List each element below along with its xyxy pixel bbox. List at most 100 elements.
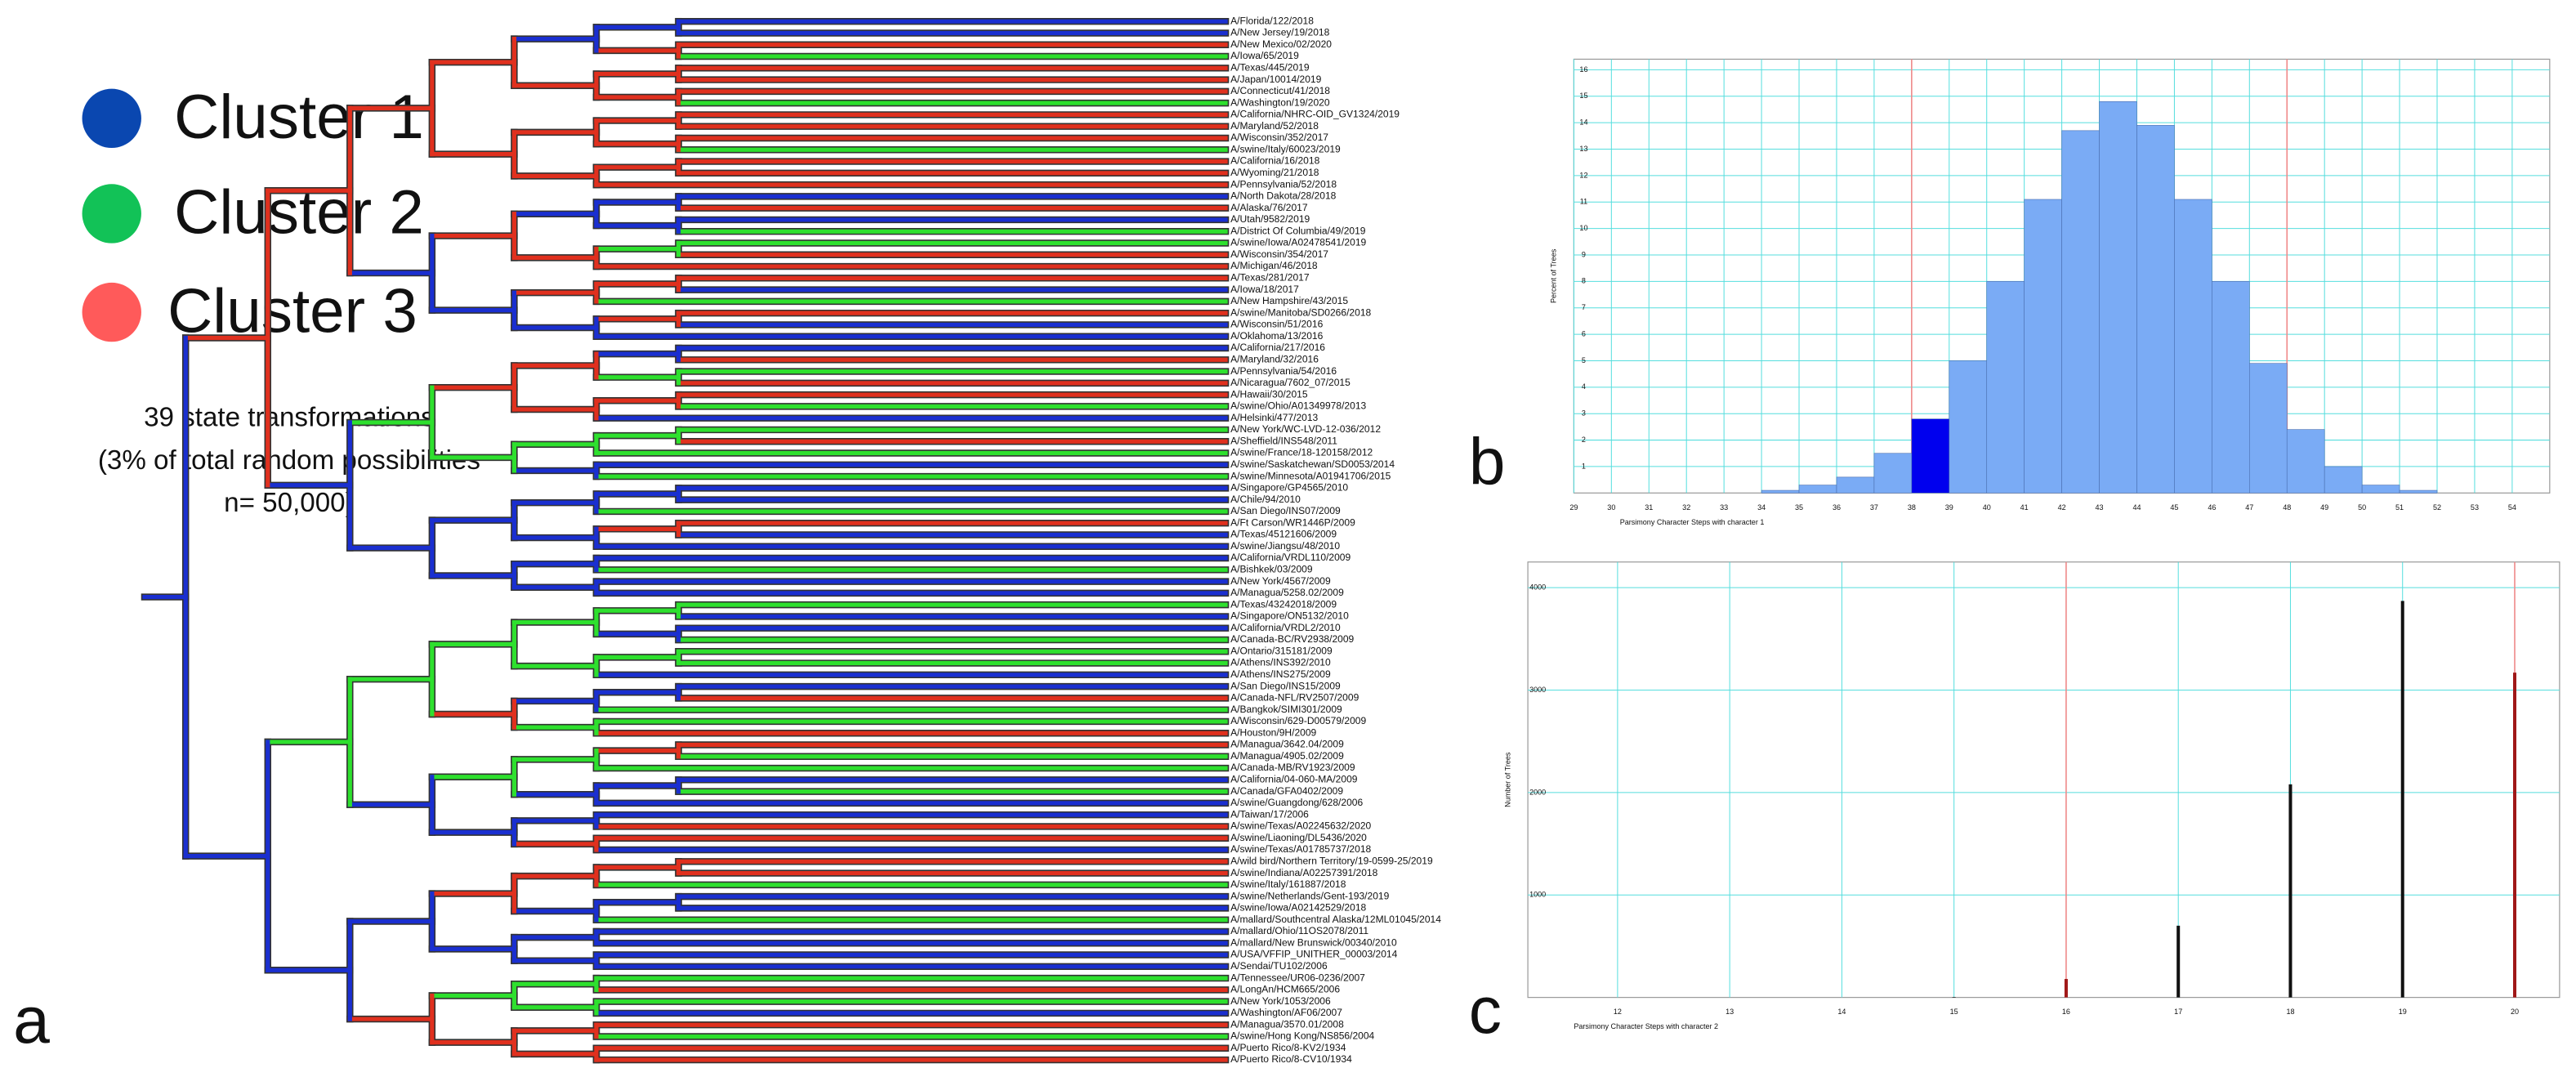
leaf-label: A/Canada-BC/RV2938/2009: [1230, 633, 1354, 645]
leaf-label: A/Ft Carson/WR1446P/2009: [1230, 516, 1355, 528]
leaf-label: A/Managua/3570.01/2008: [1230, 1018, 1344, 1030]
x-tick-label: 41: [2020, 503, 2029, 512]
leaf-label: A/San Diego/INS07/2009: [1230, 505, 1341, 516]
histogram-bar: [2361, 485, 2400, 494]
leaf-label: A/New Mexico/02/2020: [1230, 38, 1332, 50]
y-tick-label: 10: [1579, 224, 1587, 232]
y-tick-label: 4000: [1529, 583, 1546, 591]
leaf-label: A/Bishkek/03/2009: [1230, 563, 1313, 574]
leaf-label: A/Canada-MB/RV1923/2009: [1230, 762, 1355, 773]
leaf-label: A/USA/VFFIP_UNITHER_00003/2014: [1230, 949, 1398, 960]
leaf-label: A/Managua/3642.04/2009: [1230, 739, 1344, 750]
x-tick-label: 19: [2399, 1008, 2407, 1016]
leaf-label: A/Managua/5258.02/2009: [1230, 587, 1344, 598]
leaf-label: A/swine/Jiangsu/48/2010: [1230, 540, 1340, 552]
leaf-label: A/swine/Liaoning/DL5436/2020: [1230, 832, 1367, 843]
x-tick-label: 29: [1569, 503, 1578, 512]
leaf-label: A/New York/4567/2009: [1230, 575, 1331, 587]
leaf-label: A/Texas/445/2019: [1230, 61, 1310, 73]
leaf-label: A/swine/Minnesota/A01941706/2015: [1230, 470, 1391, 481]
leaf-label: A/swine/Netherlands/Gent-193/2019: [1230, 890, 1390, 901]
y-tick-label: 5: [1582, 356, 1586, 364]
x-tick-label: 37: [1870, 503, 1878, 512]
leaf-label: A/San Diego/INS15/2009: [1230, 680, 1341, 691]
leaf-label: A/mallard/Southcentral Alaska/12ML01045/…: [1230, 914, 1441, 925]
histogram-bar: [2286, 429, 2325, 494]
histogram-bar: [1949, 360, 1988, 494]
leaf-label: A/swine/Indiana/A02257391/2018: [1230, 867, 1377, 878]
leaf-label: A/wild bird/Northern Territory/19-0599-2…: [1230, 855, 1433, 866]
caption-line: (3% of total random possibilities: [98, 445, 480, 476]
x-tick-label: 20: [2511, 1008, 2519, 1016]
bar: [2512, 673, 2516, 998]
leaf-label: A/Texas/281/2017: [1230, 272, 1310, 284]
leaf-label: A/Pennsylvania/52/2018: [1230, 178, 1337, 190]
leaf-label: A/swine/Italy/60023/2019: [1230, 143, 1341, 154]
y-tick-label: 16: [1579, 65, 1587, 74]
y-axis-title: Percent of Trees: [1550, 248, 1558, 303]
x-tick-label: 33: [1720, 503, 1728, 512]
leaf-label: A/Canada/GFA0402/2009: [1230, 785, 1343, 797]
x-tick-label: 15: [1950, 1008, 1958, 1016]
y-tick-label: 7: [1582, 303, 1586, 311]
leaf-label: A/Connecticut/41/2018: [1230, 85, 1330, 96]
leaf-label: A/California/VRDL110/2009: [1230, 552, 1351, 563]
leaf-label: A/Wisconsin/354/2017: [1230, 248, 1328, 260]
leaf-label: A/Maryland/52/2018: [1230, 120, 1319, 132]
leaf-label: A/Oklahoma/13/2016: [1230, 330, 1323, 342]
leaf-label: A/Athens/INS392/2010: [1230, 657, 1331, 668]
leaf-label: A/swine/Texas/A02245632/2020: [1230, 820, 1371, 832]
x-tick-label: 46: [2208, 503, 2216, 512]
leaf-label: A/California/16/2018: [1230, 155, 1319, 167]
leaf-label: A/Michigan/46/2018: [1230, 260, 1318, 271]
histogram-bar: [2061, 130, 2100, 494]
histogram-bar: [1873, 453, 1913, 494]
y-tick-label: 13: [1579, 145, 1587, 153]
caption-line: n= 50,000): [224, 488, 354, 518]
x-tick-label: 31: [1645, 503, 1653, 512]
leaf-label: A/swine/Iowa/A02142529/2018: [1230, 902, 1366, 914]
leaf-label: A/Texas/43242018/2009: [1230, 598, 1337, 610]
x-tick-label: 35: [1795, 503, 1803, 512]
x-tick-label: 43: [2096, 503, 2104, 512]
leaf-label: A/Nicaragua/7602_07/2015: [1230, 377, 1351, 388]
leaf-label: A/mallard/New Brunswick/00340/2010: [1230, 936, 1397, 948]
caption-line: 39 state transformations: [144, 403, 435, 433]
y-tick-label: 9: [1582, 250, 1586, 258]
panel-label: a: [13, 984, 50, 1057]
x-tick-label: 30: [1607, 503, 1615, 512]
panel-label: b: [1469, 425, 1506, 498]
x-tick-label: 13: [1726, 1008, 1734, 1016]
leaf-label: A/swine/Manitoba/SD0266/2018: [1230, 306, 1371, 318]
y-tick-label: 3: [1582, 409, 1586, 418]
y-tick-label: 4: [1582, 382, 1586, 391]
leaf-label: A/Iowa/18/2017: [1230, 284, 1299, 295]
x-tick-label: 45: [2170, 503, 2178, 512]
histogram-bar: [1761, 489, 1800, 494]
x-tick-label: 14: [1837, 1008, 1846, 1016]
x-tick-label: 38: [1908, 503, 1916, 512]
histogram-bar: [2399, 489, 2438, 494]
histogram-bar: [1836, 476, 1875, 494]
legend-label: Cluster 3: [167, 276, 417, 346]
x-tick-label: 32: [1682, 503, 1690, 512]
y-tick-label: 6: [1582, 329, 1586, 337]
bar: [2176, 925, 2181, 998]
leaf-label: A/mallard/Ohio/11OS2078/2011: [1230, 925, 1368, 936]
x-axis-title: Parsimony Character Steps with character…: [1620, 518, 1765, 526]
leaf-label: A/swine/France/18-120158/2012: [1230, 447, 1373, 458]
leaf-label: A/Singapore/ON5132/2010: [1230, 610, 1349, 622]
histogram-bar: [2324, 466, 2363, 494]
y-tick-label: 14: [1579, 118, 1587, 127]
x-tick-label: 50: [2358, 503, 2366, 512]
x-tick-label: 36: [1833, 503, 1841, 512]
histogram-bar: [1986, 281, 2025, 494]
legend-label: Cluster 1: [174, 83, 424, 152]
y-tick-label: 1: [1582, 462, 1586, 470]
leaf-label: A/swine/Ohio/A01349978/2013: [1230, 400, 1366, 412]
x-tick-label: 42: [2058, 503, 2066, 512]
leaf-label: A/California/NHRC-OID_GV1324/2019: [1230, 109, 1400, 120]
x-tick-label: 53: [2471, 503, 2479, 512]
leaf-label: A/Chile/94/2010: [1230, 494, 1301, 505]
panel-label: c: [1469, 974, 1502, 1048]
